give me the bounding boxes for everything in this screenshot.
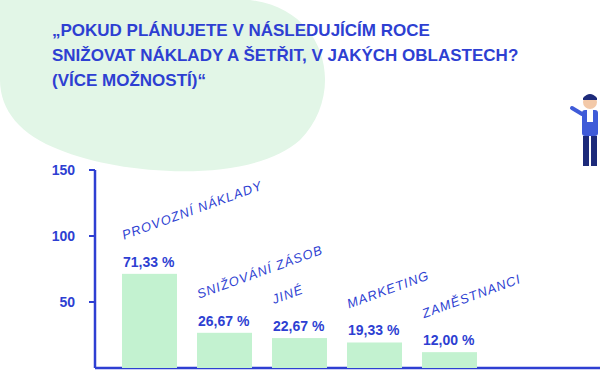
- chart-svg: „POKUD PLÁNUJETE V NÁSLEDUJÍCÍM ROCE SNIŽ…: [0, 0, 616, 388]
- person-hair: [583, 94, 597, 100]
- data-label: 71,33 %: [123, 254, 175, 270]
- data-label: 22,67 %: [273, 318, 325, 334]
- category-label: PROVOZNÍ NÁKLADY: [120, 178, 265, 243]
- title-line: SNIŽOVAT NÁKLADY A ŠETŘIT, V JAKÝCH OBLA…: [52, 46, 518, 65]
- title-line: (VÍCE MOŽNOSTÍ)“: [52, 71, 206, 90]
- person-head: [583, 95, 597, 109]
- y-tick: [89, 169, 95, 171]
- labels: 71,33 % PROVOZNÍ NÁKLADY 26,67 % SNIŽOVÁNÍ …: [120, 178, 523, 348]
- person-illustration: [572, 94, 598, 166]
- y-axis: [94, 170, 97, 368]
- y-tick-label: 100: [52, 228, 76, 244]
- data-label: 12,00 %: [423, 332, 475, 348]
- chart-title: „POKUD PLÁNUJETE V NÁSLEDUJÍCÍM ROCE SNIŽ…: [52, 21, 518, 90]
- bar: [347, 342, 402, 368]
- person-leg: [583, 136, 589, 166]
- bar: [422, 352, 477, 368]
- category-label: JINÉ: [269, 282, 305, 307]
- category-label: SNIŽOVÁNÍ ZÁSOB: [195, 242, 325, 301]
- bars: [122, 274, 477, 368]
- chart-container: „POKUD PLÁNUJETE V NÁSLEDUJÍCÍM ROCE SNIŽ…: [0, 0, 616, 388]
- y-tick: [89, 301, 95, 303]
- y-tick-label: 50: [59, 294, 75, 310]
- person-arm: [572, 108, 582, 114]
- person-leg: [591, 136, 597, 166]
- bar: [197, 333, 252, 368]
- category-label: MARKETING: [345, 268, 431, 312]
- bar: [272, 338, 327, 368]
- category-label: ZAMĚSTNANCI: [419, 271, 523, 321]
- y-tick-label: 150: [52, 162, 76, 178]
- data-label: 26,67 %: [198, 313, 250, 329]
- person-body: [582, 110, 598, 136]
- data-label: 19,33 %: [348, 322, 400, 338]
- bar: [122, 274, 177, 368]
- y-tick: [89, 235, 95, 237]
- title-line: „POKUD PLÁNUJETE V NÁSLEDUJÍCÍM ROCE: [52, 21, 430, 40]
- person-shirt: [587, 110, 593, 122]
